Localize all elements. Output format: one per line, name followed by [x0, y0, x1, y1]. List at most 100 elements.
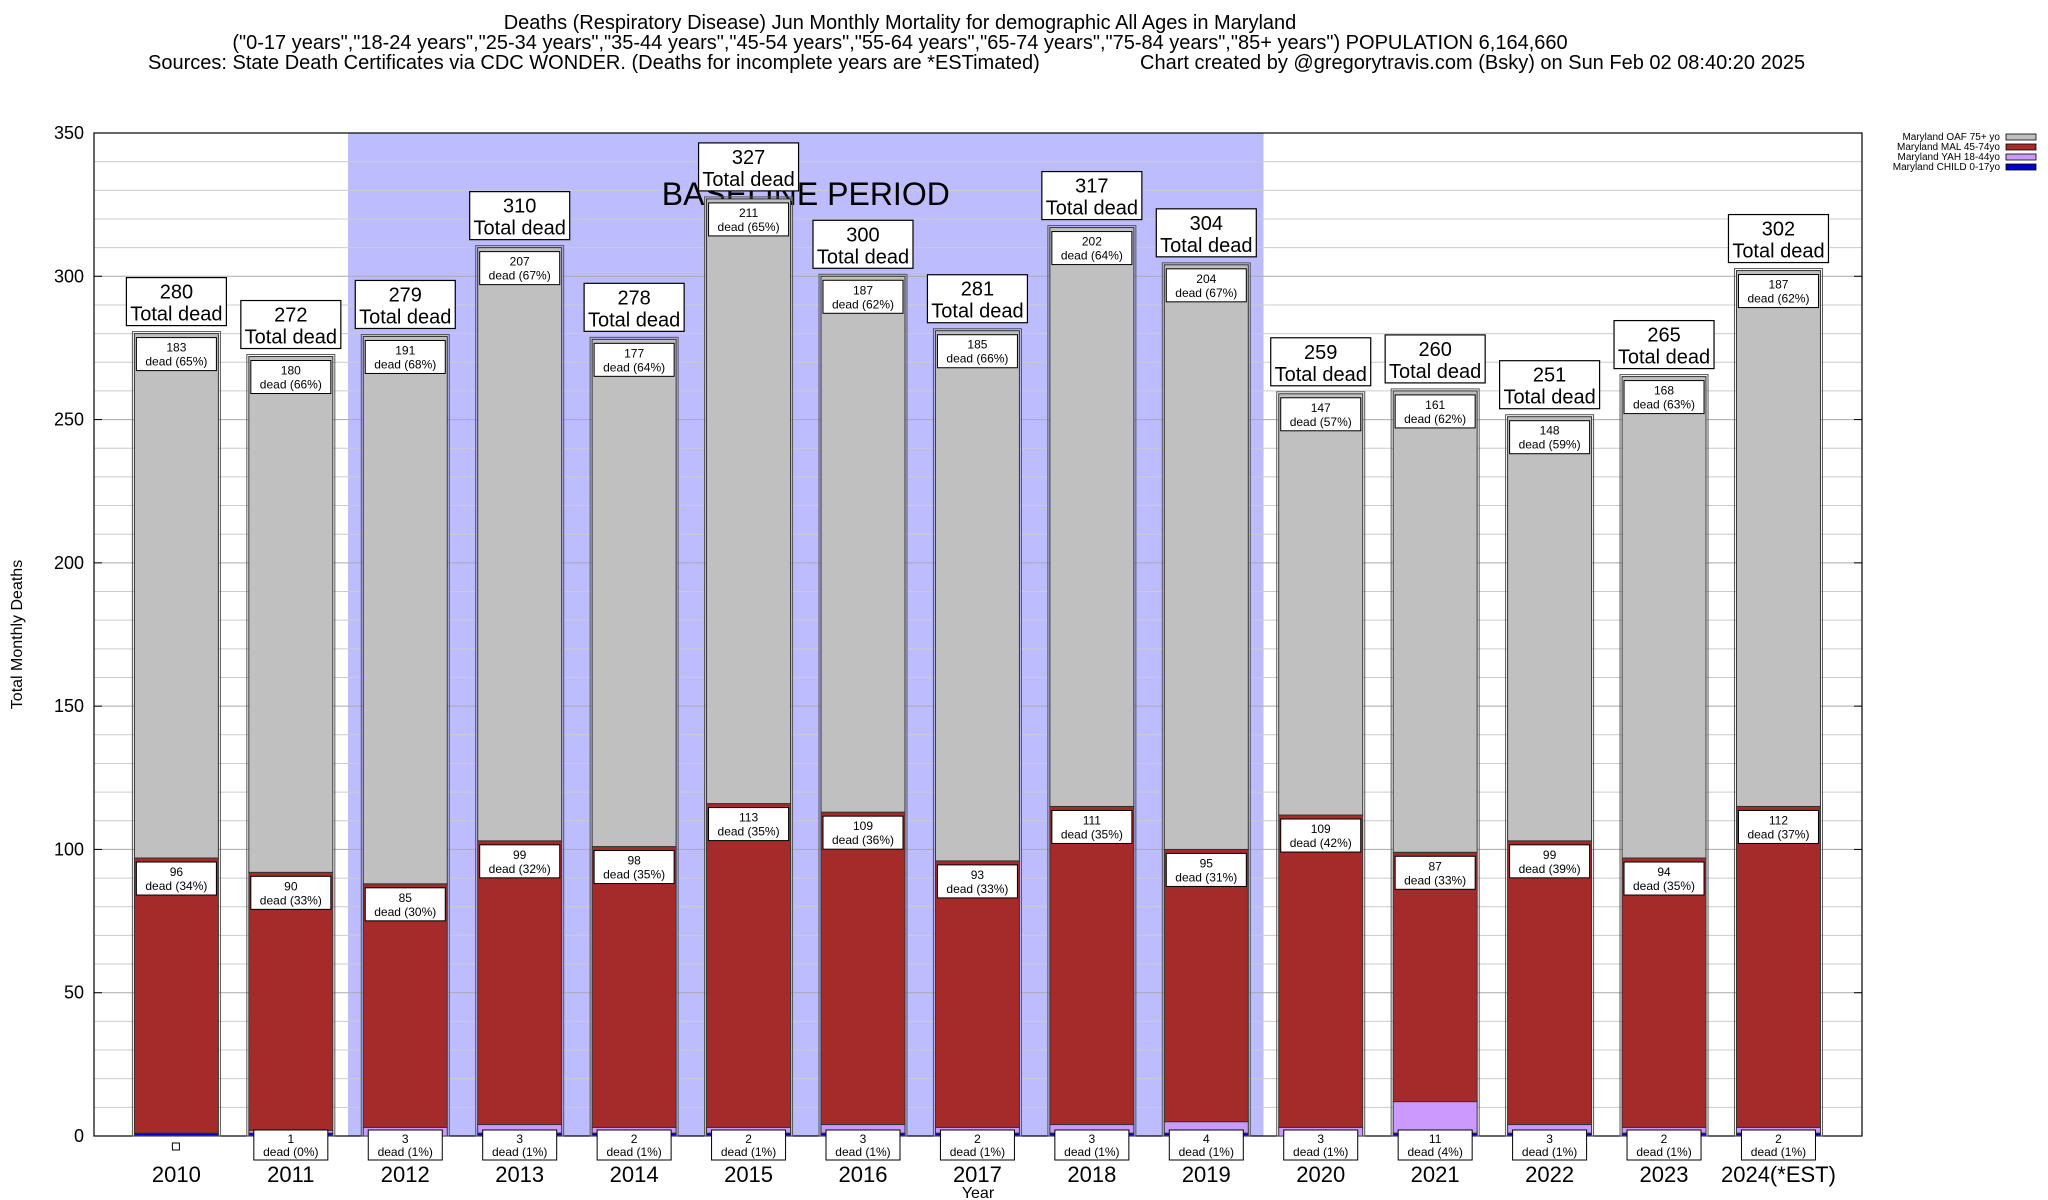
bar-segment: [1049, 227, 1135, 807]
total-label-value: 278: [617, 287, 650, 309]
segment-label-box: [593, 342, 675, 377]
total-label-text: Total dead: [588, 309, 680, 331]
total-label-box: [926, 274, 1029, 324]
segment-label-percent: dead (64%): [1061, 249, 1123, 263]
small-segment-label-percent: dead (1%): [721, 1145, 776, 1159]
bar-segment: [133, 333, 219, 859]
bar-segment: [1278, 814, 1364, 1128]
small-segment-label-percent: dead (4%): [1407, 1145, 1462, 1159]
bar-segment: [1163, 848, 1249, 1123]
segment-label-box: [1737, 274, 1819, 309]
segment-label-count: 85: [399, 891, 413, 905]
total-label-box: [240, 299, 342, 350]
y-tick-label: 250: [54, 410, 84, 430]
total-label-text: Total dead: [702, 169, 794, 191]
chart-sources-note: Sources: State Death Certificates via CD…: [148, 52, 1040, 74]
total-label-box: [1270, 337, 1372, 387]
segment-label-count: 113: [739, 811, 758, 825]
x-tick-label: 2019: [1182, 1162, 1231, 1187]
segment-label-count: 87: [1428, 859, 1442, 873]
segment-label-percent: dead (62%): [832, 297, 894, 311]
bar-segment: [1507, 416, 1593, 842]
segment-label-percent: dead (63%): [1633, 398, 1695, 412]
segment-label-percent: dead (33%): [946, 882, 1008, 896]
segment-label-count: 111: [1083, 813, 1102, 827]
bar-segment: [1735, 805, 1821, 1128]
small-segment-label-box: [1397, 1129, 1473, 1161]
segment-label-count: 99: [513, 848, 527, 862]
y-axis-title: Total Monthly Deaths: [9, 560, 26, 709]
legend-label: Maryland YAH 18-44yo: [1898, 152, 2001, 163]
segment-label-box: [936, 334, 1018, 369]
segment-label-count: 161: [1425, 398, 1445, 412]
total-label-text: Total dead: [1046, 198, 1138, 220]
y-tick-label: 150: [54, 696, 84, 716]
x-tick-label: 2024(*EST): [1721, 1162, 1836, 1187]
total-label-box: [583, 282, 685, 332]
total-label-value: 281: [961, 279, 994, 301]
total-label-box: [1041, 170, 1143, 221]
segment-label-percent: dead (68%): [374, 357, 436, 371]
segment-label-count: 183: [166, 341, 186, 355]
segment-label-percent: dead (65%): [718, 220, 780, 234]
segment-label-percent: dead (35%): [718, 825, 780, 839]
segment-label-box: [708, 202, 790, 237]
segment-label-percent: dead (34%): [145, 879, 207, 893]
segment-label-box: [479, 844, 561, 879]
bar-segment: [1278, 393, 1364, 816]
segment-label-box: [1394, 394, 1476, 429]
segment-label-box: [1623, 861, 1705, 896]
small-segment-label-count: 2: [1661, 1132, 1668, 1146]
legend-swatch: [2005, 163, 2037, 171]
small-segment-label-box: [711, 1129, 787, 1161]
segment-label-count: 180: [281, 364, 301, 378]
legend-label: Maryland MAL 45-74yo: [1897, 142, 2000, 153]
bar-segment: [934, 860, 1020, 1128]
total-label-text: Total dead: [1618, 347, 1710, 369]
legend-label: Maryland CHILD 0-17yo: [1893, 162, 2001, 173]
small-segment-label-box: [1512, 1129, 1588, 1161]
small-segment-label-count: 2: [745, 1132, 752, 1146]
x-tick-label: 2016: [839, 1162, 888, 1187]
small-segment-label-percent: dead (1%): [606, 1145, 661, 1159]
segment-label-count: 187: [1768, 278, 1788, 292]
small-segment-label-count: 2: [974, 1132, 981, 1146]
x-tick-label: 2010: [152, 1162, 201, 1187]
small-segment-label-percent: dead (1%): [378, 1145, 433, 1159]
segment-label-box: [708, 807, 790, 842]
segment-label-count: 109: [853, 819, 873, 833]
segment-label-percent: dead (57%): [1290, 415, 1352, 429]
segment-label-count: 112: [1769, 813, 1788, 827]
chart-subtitle-age-groups: ("0-17 years","18-24 years","25-34 years…: [232, 32, 1568, 54]
segment-label-box: [1280, 397, 1362, 432]
bar-segment: [477, 247, 563, 842]
small-marker: [171, 1142, 180, 1151]
bar-outline: [131, 331, 221, 1137]
total-label-value: 272: [274, 305, 307, 327]
segment-label-count: 95: [1200, 856, 1214, 870]
segment-label-percent: dead (35%): [1633, 879, 1695, 893]
small-segment-label-count: 2: [1775, 1132, 1782, 1146]
legend-swatch: [2005, 143, 2037, 151]
segment-label-count: 187: [853, 283, 873, 297]
small-segment-label-count: 4: [1203, 1132, 1210, 1146]
total-label-box: [354, 279, 456, 330]
small-segment-label-count: 3: [1317, 1132, 1324, 1146]
x-axis-title: Year: [962, 1185, 995, 1200]
segment-label-count: 147: [1311, 401, 1331, 415]
bar-segment: [820, 811, 906, 1126]
segment-label-percent: dead (36%): [832, 833, 894, 847]
x-tick-label: 2011: [267, 1162, 314, 1187]
small-segment-label-count: 3: [516, 1132, 523, 1146]
bar-segment: [133, 857, 219, 1134]
y-tick-label: 200: [54, 553, 84, 573]
total-label-text: Total dead: [931, 301, 1023, 323]
chart-credit-note: Chart created by @gregorytravis.com (Bsk…: [1140, 52, 1806, 74]
segment-label-percent: dead (67%): [1175, 286, 1237, 300]
bar-segment: [820, 275, 906, 813]
segment-label-count: 202: [1082, 235, 1102, 249]
total-label-value: 302: [1762, 219, 1795, 241]
small-segment-label-percent: dead (1%): [1522, 1145, 1577, 1159]
y-tick-label: 300: [54, 266, 84, 286]
segment-label-percent: dead (66%): [946, 352, 1008, 366]
